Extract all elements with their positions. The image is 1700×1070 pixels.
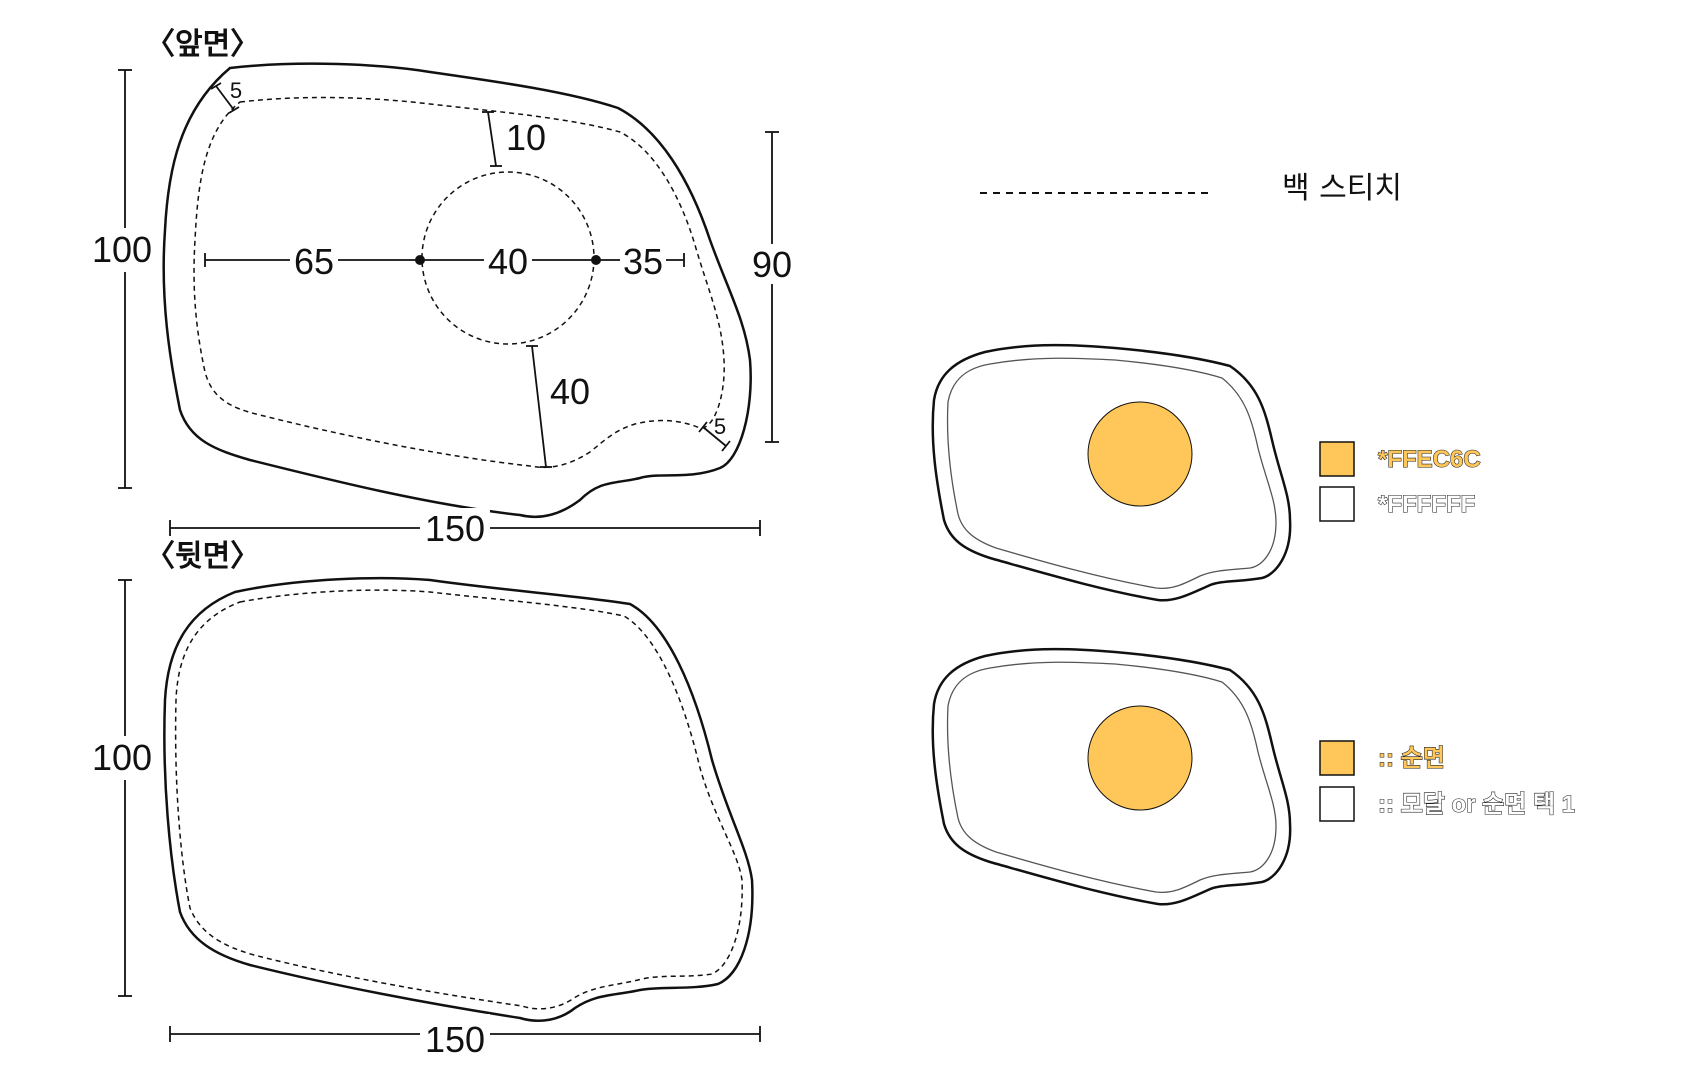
sample-egg-1-yolk xyxy=(1087,401,1193,507)
front-margin-label-top: 5 xyxy=(230,78,242,103)
front-height-label-bg xyxy=(85,228,157,272)
front-right-offset-label: 35 xyxy=(623,241,663,282)
material-sample-egg xyxy=(931,647,1292,906)
front-circle-diameter-label: 40 xyxy=(488,241,528,282)
back-view: 〈뒷면〉 100 150 xyxy=(85,539,761,1060)
sample-egg-2-yolk xyxy=(1087,705,1193,811)
back-stitch-label: 백 스티치 xyxy=(1282,171,1402,206)
color-swatch-yolk xyxy=(1319,441,1355,477)
front-margin-tick-bottom-b xyxy=(721,440,731,452)
front-height-label: 100 xyxy=(92,229,152,270)
front-margin-tick-bottom-a xyxy=(698,421,708,433)
back-height-label-bg xyxy=(85,736,157,780)
front-margin-label-bottom: 5 xyxy=(714,414,726,439)
material-label-white: :: 모달 or 순면 택 1 xyxy=(1378,791,1575,818)
front-left-offset-label: 65 xyxy=(294,241,334,282)
back-stitch-line xyxy=(174,589,743,1010)
sample-egg-1-inner xyxy=(946,357,1277,590)
front-inner-height-label: 90 xyxy=(752,244,792,285)
front-margin-tick-top-a xyxy=(210,82,222,90)
color-code-yolk: *FFEC6C xyxy=(1378,446,1481,473)
front-bottom-offset-label: 40 xyxy=(550,371,590,412)
front-outline xyxy=(162,62,752,519)
legend: 백 스티치 *FFEC6C *FFFFFF :: 순면 :: 모달 or 순면 … xyxy=(931,171,1576,906)
back-outline xyxy=(163,576,754,1022)
back-height-label: 100 xyxy=(92,737,152,778)
color-sample-egg xyxy=(931,343,1292,602)
front-margin-line-top xyxy=(215,85,235,111)
sample-egg-2-inner xyxy=(946,661,1277,894)
material-swatch-white xyxy=(1319,786,1355,822)
front-width-label: 150 xyxy=(425,508,485,549)
color-code-white: *FFFFFF xyxy=(1378,491,1475,518)
front-title: 〈앞면〉 xyxy=(145,27,260,62)
front-top-offset-line xyxy=(487,111,497,167)
back-width-label: 150 xyxy=(425,1019,485,1060)
front-inner-height-label-bg xyxy=(748,244,796,284)
front-width-label-bg xyxy=(420,508,490,548)
back-title: 〈뒷면〉 xyxy=(145,539,260,574)
color-swatch-white xyxy=(1319,486,1355,522)
material-label-yolk: :: 순면 xyxy=(1378,745,1445,772)
front-bottom-offset-line xyxy=(531,345,547,468)
front-margin-line-bottom xyxy=(702,426,727,447)
front-stitch-line xyxy=(193,96,725,469)
front-view: 〈앞면〉 100 150 90 10 65 xyxy=(85,27,796,549)
back-width-label-bg xyxy=(420,1014,490,1054)
material-swatch-yolk xyxy=(1319,740,1355,776)
front-margin-tick-top-b xyxy=(228,106,240,114)
front-top-offset-label: 10 xyxy=(506,117,546,158)
